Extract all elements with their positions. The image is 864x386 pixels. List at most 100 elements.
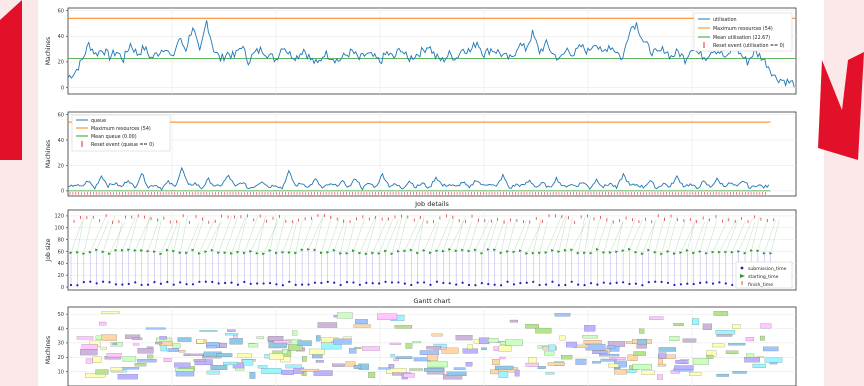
gantt-job-bar [177, 337, 192, 342]
starting-time-point [621, 249, 625, 252]
gantt-job-bar [492, 359, 500, 366]
y-tick-label: 0 [61, 85, 64, 91]
y-tick-label: 50 [58, 312, 64, 318]
gantt-job-bar [673, 323, 684, 326]
starting-time-point [319, 251, 323, 255]
run-connector [378, 219, 394, 254]
run-connector [295, 220, 303, 253]
submission-time-point [390, 281, 394, 284]
starting-time-point [660, 252, 664, 256]
starting-time-point [685, 249, 689, 252]
gantt-job-bar [547, 362, 565, 366]
gantt-job-bar [427, 361, 448, 368]
submission-time-point [557, 284, 560, 287]
gantt-job-bar [393, 358, 399, 362]
submission-time-point [435, 280, 439, 283]
gantt-job-bar [403, 373, 415, 378]
utilisation-legend-max: Maximum resources (54) [713, 26, 773, 32]
starting-time-point [197, 251, 201, 255]
run-connector [218, 216, 232, 253]
gantt-job-bar [353, 364, 362, 369]
gantt-job-bar [172, 343, 181, 349]
gantt-job-bar [752, 363, 766, 368]
starting-time-point [249, 249, 253, 253]
gantt-job-bar [76, 336, 94, 340]
submission-time-point [544, 283, 548, 286]
run-connector [667, 216, 678, 252]
submission-time-point [262, 282, 265, 285]
submission-time-point [198, 280, 201, 283]
gantt-job-bar [760, 323, 772, 329]
run-connector [539, 221, 548, 253]
starting-time-point [454, 249, 458, 253]
utilisation-y-ticks: 0 20 40 60 [58, 8, 68, 91]
gantt-job-bar [582, 335, 598, 339]
starting-time-point [223, 251, 227, 255]
submission-time-point [256, 282, 259, 285]
gantt-job-bar [355, 319, 368, 324]
submission-time-point [217, 282, 220, 285]
run-connector [526, 221, 542, 254]
gantt-job-bar [745, 337, 755, 342]
run-connector [346, 221, 356, 254]
starting-time-point [756, 249, 760, 253]
submission-time-point [352, 281, 355, 284]
gantt-job-bar [716, 373, 729, 377]
gantt-job-bar [210, 365, 228, 370]
starting-time-point [762, 251, 766, 255]
gantt-job-bar [525, 324, 539, 329]
submission-time-point [422, 281, 426, 284]
starting-time-point [377, 251, 381, 255]
gantt-job-bar [175, 368, 194, 372]
y-tick-label: 20 [58, 355, 64, 361]
gantt-job-bar [345, 361, 356, 367]
gantt-job-bar [441, 347, 459, 354]
gantt-job-bar [80, 349, 98, 356]
gantt-job-bar [332, 363, 345, 367]
gantt-job-bar [455, 335, 473, 341]
gantt-job-bar [566, 341, 577, 348]
run-connector [654, 215, 666, 253]
submission-time-point [442, 281, 445, 285]
run-connector [372, 217, 389, 254]
starting-time-point [262, 252, 266, 256]
gantt-job-bar [285, 364, 302, 369]
starting-time-point [185, 251, 189, 255]
submission-time-point [416, 281, 419, 284]
gantt-job-bar [498, 371, 509, 378]
submission-time-point [519, 282, 522, 285]
starting-time-point [371, 251, 375, 255]
job-details-legend-finish: finish_time [748, 282, 773, 288]
submission-time-point [320, 281, 323, 285]
gantt-job-bar [499, 341, 506, 345]
run-connector [115, 221, 123, 251]
gantt-job-bar [227, 329, 236, 332]
gantt-job-bar [409, 368, 423, 371]
run-connector [610, 221, 624, 253]
starting-time-point [711, 250, 715, 254]
run-connector [680, 220, 697, 253]
run-connector [545, 215, 562, 253]
starting-time-point [191, 248, 195, 252]
starting-time-point [518, 249, 522, 253]
gantt-job-bar [229, 338, 243, 345]
gantt-job-bar [609, 357, 626, 360]
starting-time-point [416, 251, 420, 255]
gantt-job-bar [419, 350, 440, 355]
run-connector [744, 221, 756, 254]
submission-time-point [583, 284, 586, 287]
y-tick-label: 60 [58, 112, 64, 118]
submission-time-point [345, 281, 349, 284]
submission-time-point [602, 281, 605, 284]
gantt-job-bar [394, 325, 413, 329]
submission-time-point [480, 282, 483, 285]
run-connector [706, 219, 718, 254]
gantt-job-bar [223, 361, 238, 366]
gantt-job-bar [636, 344, 647, 349]
gantt-job-bar [488, 338, 499, 343]
starting-time-point [165, 248, 169, 252]
red-arrow-left-icon [0, 0, 22, 160]
gantt-job-bar [237, 353, 252, 358]
gantt-job-bar [354, 346, 362, 350]
submission-time-point [551, 280, 554, 283]
